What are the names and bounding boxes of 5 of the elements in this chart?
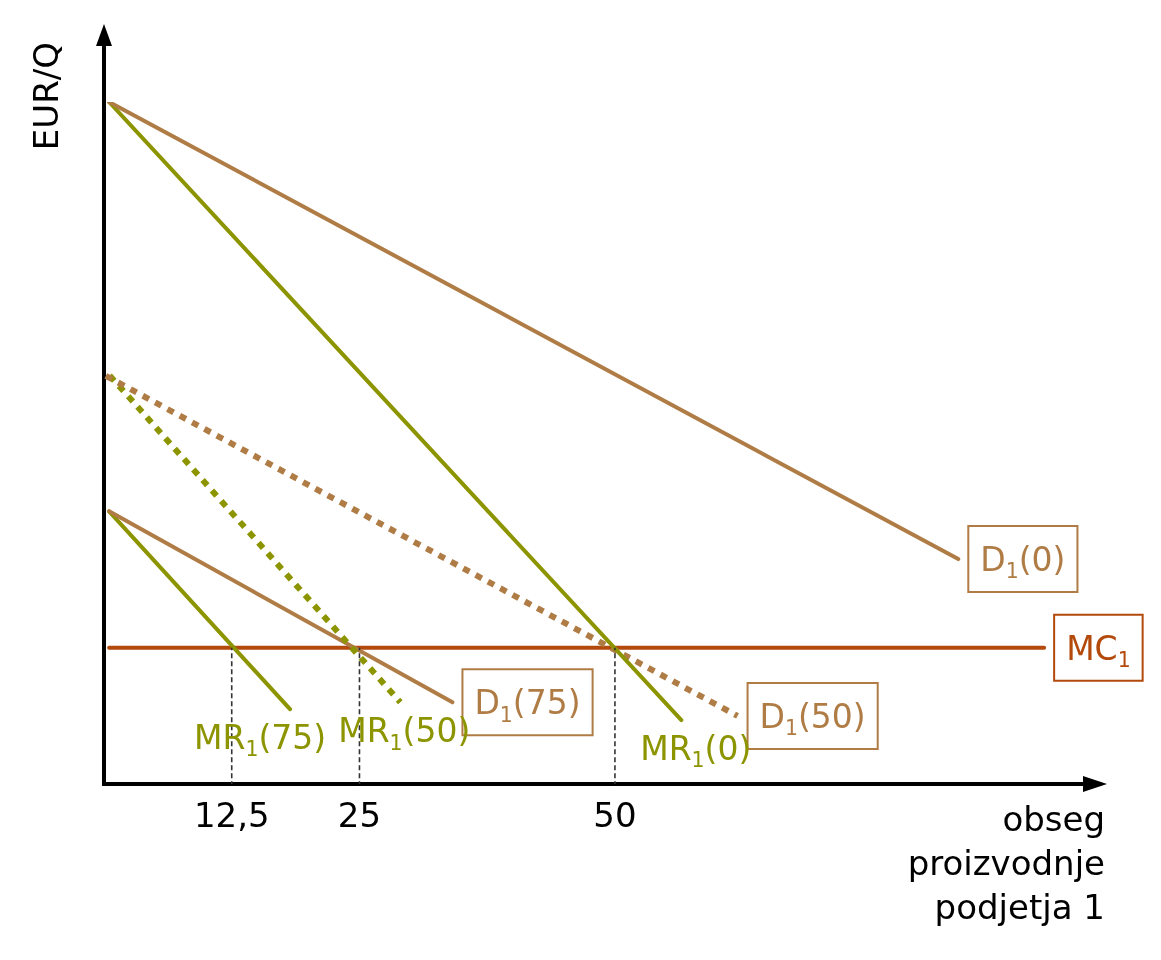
- x-tick-label: 50: [593, 795, 637, 836]
- y-axis-title: EUR/Q: [25, 42, 66, 151]
- x-tick-label: 12,5: [193, 795, 270, 836]
- x-tick-label: 25: [337, 795, 382, 836]
- x-axis-title: obseg proizvodnje podjetja 1: [907, 799, 1105, 928]
